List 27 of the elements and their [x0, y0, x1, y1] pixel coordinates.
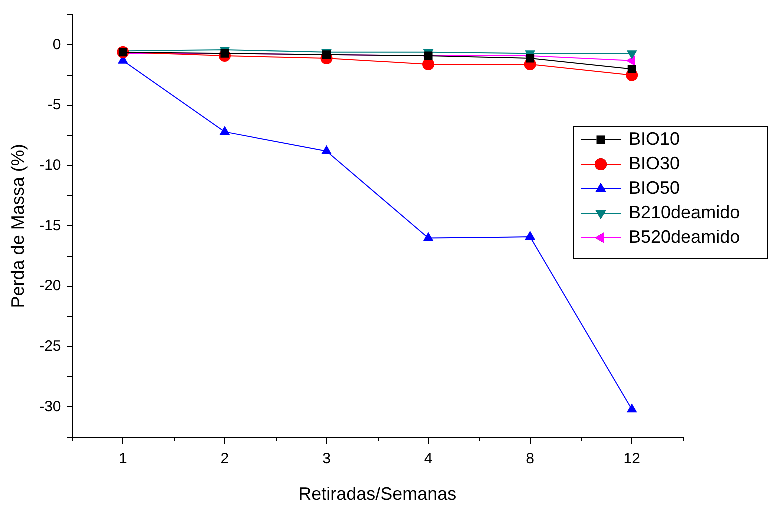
point	[628, 65, 636, 74]
x-tick-label: 1	[119, 450, 128, 468]
point	[322, 145, 332, 154]
legend-label: BIO10	[629, 128, 680, 149]
y-axis-title: Perda de Massa (%)	[8, 144, 28, 308]
legend-label: BIO50	[629, 178, 680, 198]
point	[423, 232, 434, 242]
point	[525, 231, 536, 240]
point	[626, 404, 638, 413]
x-tick-label: 4	[424, 450, 433, 468]
point	[220, 126, 230, 136]
x-tick-label: 3	[322, 450, 331, 468]
x-axis-title: Retiradas/Semanas	[298, 484, 457, 504]
legend-label: B210deamido	[629, 202, 740, 222]
x-tick-label: 12	[624, 450, 640, 468]
y-tick-label: -10	[40, 157, 62, 174]
y-tick-label: -20	[40, 278, 62, 295]
y-tick-label: -15	[40, 217, 62, 234]
y-tick-label: 0	[52, 36, 62, 54]
y-tick-label: -5	[48, 96, 62, 114]
x-tick-label: 8	[526, 450, 534, 468]
legend-label: BIO30	[629, 153, 680, 174]
y-tick-label: -25	[40, 338, 62, 356]
legend-label: B520deamido	[629, 226, 740, 247]
y-tick-label: -30	[40, 398, 62, 416]
point	[526, 54, 535, 63]
x-tick-label: 2	[220, 450, 230, 468]
